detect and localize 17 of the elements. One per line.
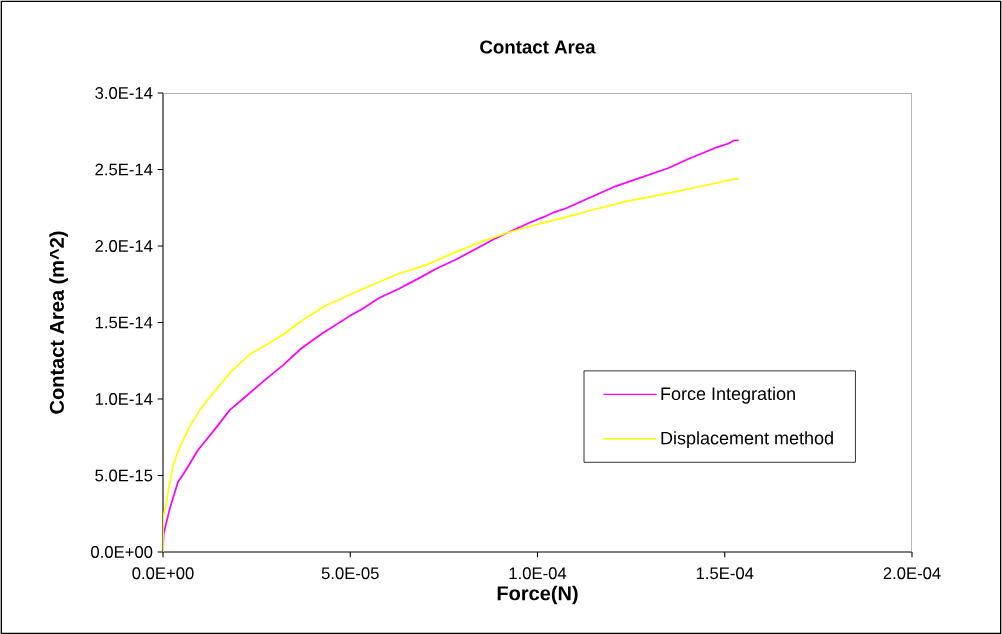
y-tick-label: 3.0E-14 (95, 87, 153, 99)
y-tick-label: 2.5E-14 (95, 163, 153, 176)
chart-title: Contact Area (480, 40, 596, 54)
x-tick-label: 1.0E-04 (509, 567, 567, 580)
legend-label: Force Integration (661, 386, 795, 404)
x-tick-label: 0.0E+00 (132, 567, 194, 580)
y-axis-title: Contact Area (m^2) (49, 231, 68, 414)
y-tick-label: 1.5E-14 (95, 316, 153, 329)
y-tick-label: 5.0E-15 (95, 469, 153, 482)
x-tick-label: 5.0E-05 (321, 567, 379, 580)
y-tick-label: 2.0E-14 (95, 240, 153, 252)
x-tick-label: 2.0E-04 (883, 567, 941, 580)
y-tick-label: 1.0E-14 (95, 393, 153, 405)
x-axis-title: Force(N) (497, 585, 578, 605)
y-tick-label: 0.0E+00 (91, 546, 153, 558)
x-tick-label: 1.5E-04 (696, 567, 754, 580)
legend-label: Displacement method (661, 431, 833, 449)
